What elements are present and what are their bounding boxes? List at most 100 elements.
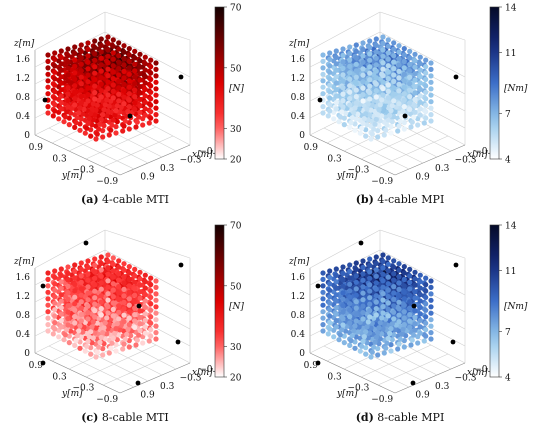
data-point — [388, 326, 394, 332]
z-tick-label: 0 — [299, 131, 305, 141]
data-point — [385, 287, 391, 293]
data-point — [417, 99, 423, 105]
data-point — [85, 297, 91, 303]
data-point — [153, 105, 159, 111]
data-point — [423, 307, 429, 313]
data-point — [327, 69, 333, 75]
data-point — [327, 320, 333, 326]
data-point — [84, 125, 90, 131]
y-axis-line — [309, 134, 396, 176]
data-point — [355, 111, 361, 117]
data-point — [407, 324, 413, 330]
data-point — [423, 70, 429, 76]
data-point — [58, 298, 64, 304]
data-point — [98, 312, 104, 318]
data-point — [380, 86, 386, 92]
data-point — [58, 54, 64, 61]
data-point — [92, 262, 98, 268]
data-point — [137, 308, 143, 314]
data-point — [340, 309, 346, 315]
colorbar-tick-label: 7 — [505, 110, 511, 120]
data-point — [94, 320, 100, 326]
data-point — [121, 280, 127, 286]
data-point — [126, 302, 132, 308]
data-point — [340, 264, 346, 270]
data-point — [412, 282, 418, 288]
data-point — [388, 108, 394, 114]
data-point — [373, 306, 379, 312]
data-point — [121, 94, 127, 100]
data-point — [423, 294, 429, 300]
z-tick-label: 0.4 — [16, 330, 31, 340]
data-point — [375, 352, 381, 358]
data-point — [110, 69, 116, 75]
colorbar-tick-label: 50 — [230, 282, 242, 292]
data-point — [373, 280, 379, 286]
data-point — [121, 319, 127, 325]
data-point — [320, 296, 326, 302]
data-point — [132, 87, 138, 93]
data-point — [148, 294, 154, 300]
x-tick-label: 0.9 — [415, 172, 430, 182]
data-point — [65, 316, 71, 322]
data-point — [340, 290, 346, 296]
data-point — [340, 52, 346, 59]
caption-letter: (c) — [81, 411, 98, 424]
data-point — [391, 277, 397, 283]
data-point — [369, 102, 375, 108]
data-point — [58, 100, 64, 106]
z-axis-label: z[m] — [288, 39, 310, 49]
x-tick-label: 0.9 — [140, 390, 155, 400]
data-point — [126, 270, 132, 276]
data-point — [126, 78, 132, 84]
data-point — [132, 312, 138, 318]
data-point — [396, 306, 402, 312]
data-point — [85, 264, 91, 270]
data-point — [428, 112, 434, 118]
data-point — [126, 84, 132, 90]
data-point — [133, 342, 139, 348]
top-back-edge — [309, 11, 381, 51]
data-point — [78, 94, 84, 100]
data-point — [336, 119, 342, 125]
data-point — [423, 301, 429, 307]
data-point — [89, 340, 95, 346]
data-point — [142, 285, 148, 291]
data-point — [105, 310, 111, 316]
data-point — [52, 56, 58, 63]
data-point — [360, 40, 366, 46]
data-point — [100, 128, 106, 134]
data-point — [121, 62, 127, 68]
data-point — [428, 304, 434, 310]
data-point — [98, 88, 104, 94]
data-point — [113, 326, 119, 332]
data-point — [340, 85, 346, 91]
colorbar-tick-label: 11 — [505, 267, 516, 277]
data-point — [320, 309, 326, 315]
data-point — [153, 278, 159, 284]
data-point — [428, 291, 434, 297]
data-point — [385, 76, 391, 82]
data-point — [325, 113, 331, 119]
data-point — [367, 51, 373, 57]
data-point — [105, 86, 111, 92]
data-point — [401, 58, 407, 64]
x-tick-label: −0.9 — [474, 147, 496, 157]
data-point — [116, 296, 122, 302]
data-point — [132, 106, 138, 112]
data-point — [120, 346, 126, 352]
subplot-1: 1.61.20.80.40z[m]0.90.3−0.3−0.9y[m] 0.90.… — [13, 4, 244, 207]
colorbar-tick-label: 4 — [505, 374, 511, 384]
data-point — [403, 333, 409, 339]
data-point — [368, 325, 374, 331]
data-point — [351, 110, 357, 116]
data-point — [337, 332, 343, 338]
data-point — [333, 93, 339, 99]
data-point — [333, 48, 339, 54]
data-point — [373, 334, 379, 340]
data-point — [391, 309, 397, 315]
data-point — [383, 127, 389, 133]
data-point — [45, 110, 51, 116]
data-point — [98, 306, 104, 312]
data-point — [85, 79, 91, 85]
